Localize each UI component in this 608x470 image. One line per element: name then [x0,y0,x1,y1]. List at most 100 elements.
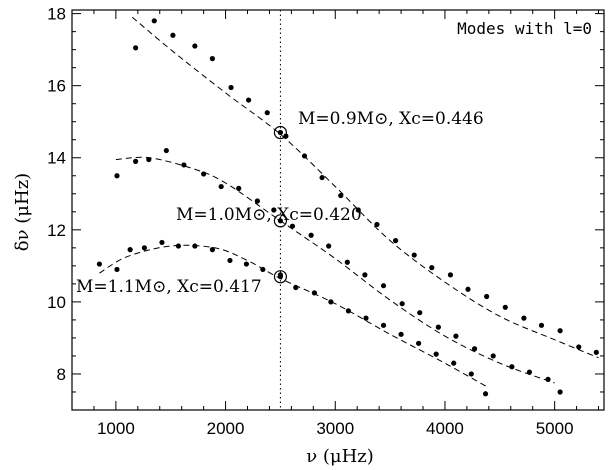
svg-text:M=0.9M⊙, Xc=0.446: M=0.9M⊙, Xc=0.446 [298,109,484,129]
data-point-series-0 [593,349,599,355]
data-point-series-0 [429,265,435,271]
marker-dot-1 [277,218,284,224]
y-tick-label: 8 [57,365,66,384]
data-points [96,18,599,397]
data-point-series-1 [289,223,296,229]
data-point-series-1 [201,171,207,177]
data-point-series-1 [308,232,314,238]
data-point-series-0 [465,286,471,292]
data-point-series-2 [416,340,422,346]
marker-circle-0 [273,125,288,140]
data-point-series-1 [453,333,459,339]
markers [273,125,288,284]
data-point-series-0 [338,192,344,199]
model-curve-2 [99,244,487,388]
data-point-series-2 [433,351,439,357]
data-point-series-2 [243,261,250,267]
data-point-series-1 [471,346,478,352]
data-point-series-1 [218,183,224,190]
model-curve-0 [131,16,599,359]
data-point-series-0 [151,18,157,24]
data-point-series-2 [175,243,181,249]
data-point-series-2 [227,257,233,264]
data-point-series-0 [484,293,490,300]
data-point-series-2 [380,322,387,328]
data-point-series-0 [392,238,399,244]
data-point-series-2 [363,315,369,321]
data-point-series-2 [482,391,489,397]
data-point-series-2 [141,245,147,251]
data-point-series-2 [451,360,457,366]
marker-dot-0 [277,129,284,136]
data-point-series-2 [468,371,474,377]
data-point-series-1 [509,364,515,370]
svg-text:M=1.1M⊙, Xc=0.417: M=1.1M⊙, Xc=0.417 [76,277,262,297]
x-tick-label: 3000 [316,419,354,438]
data-point-series-2 [328,299,334,305]
marker-circle-1 [273,214,288,228]
data-point-series-0 [538,322,545,328]
data-point-series-0 [170,32,176,38]
legend-text: Modes with l=0 [457,19,592,38]
data-point-series-2 [345,308,352,314]
data-point-series-0 [264,110,270,116]
y-tick-label: 12 [47,221,66,240]
model-curve-1 [115,156,555,384]
data-point-series-0 [557,328,563,334]
data-point-series-1 [163,147,169,154]
data-point-series-1 [545,376,551,382]
data-point-series-2 [398,331,404,337]
data-point-series-1 [344,259,350,265]
axes-frame [71,9,605,411]
series-label-0: M=0.9M⊙, Xc=0.446 [298,109,484,129]
data-point-series-0 [228,84,234,91]
data-point-series-1 [114,173,120,179]
data-point-series-2 [209,247,216,253]
x-tick-label: 4000 [426,419,464,438]
data-point-series-1 [526,369,533,375]
data-point-series-2 [159,239,165,246]
data-point-series-0 [319,174,325,181]
data-point-series-2 [114,266,120,273]
series-label-1: M=1.0M⊙, Xc=0.420 [176,205,362,225]
data-point-series-2 [192,243,198,249]
marker-dot-2 [277,274,284,280]
data-point-series-1 [490,353,496,359]
x-tick-label: 1000 [97,419,135,438]
data-point-series-0 [576,344,582,350]
data-point-series-2 [96,261,103,267]
data-point-series-2 [127,247,133,253]
data-point-series-2 [293,284,299,291]
data-point-series-1 [362,272,368,278]
data-point-series-0 [374,221,380,228]
data-point-series-1 [271,207,277,213]
data-point-series-1 [254,198,260,204]
data-point-series-1 [435,324,441,330]
data-point-series-1 [146,156,152,163]
data-point-series-0 [411,252,417,258]
data-point-series-1 [417,310,423,316]
data-point-series-0 [447,272,454,278]
data-point-series-1 [557,389,563,395]
svg-text:M=1.0M⊙, Xc=0.420: M=1.0M⊙, Xc=0.420 [176,205,362,225]
data-point-series-0 [355,207,361,213]
series-label-2: M=1.1M⊙, Xc=0.417 [76,277,262,297]
data-point-series-0 [246,97,252,103]
data-point-series-0 [133,45,139,51]
data-point-series-2 [260,266,266,273]
data-point-series-1 [380,283,387,289]
y-tick-label: 18 [47,5,66,24]
plot-frame [71,9,605,411]
data-point-series-1 [399,301,405,307]
data-point-series-2 [311,290,318,296]
data-point-series-1 [133,158,139,164]
data-point-series-1 [236,185,242,191]
x-axis-label: ν (μHz) [306,446,374,467]
ticks: 1000 2000 3000 4000 5000 8 10 12 14 16 18 [47,5,604,438]
data-point-series-0 [209,56,216,62]
data-point-series-1 [326,243,332,249]
data-point-series-0 [502,304,508,310]
y-axis-label: δν (μHz) [12,173,33,251]
data-point-series-0 [521,315,527,321]
